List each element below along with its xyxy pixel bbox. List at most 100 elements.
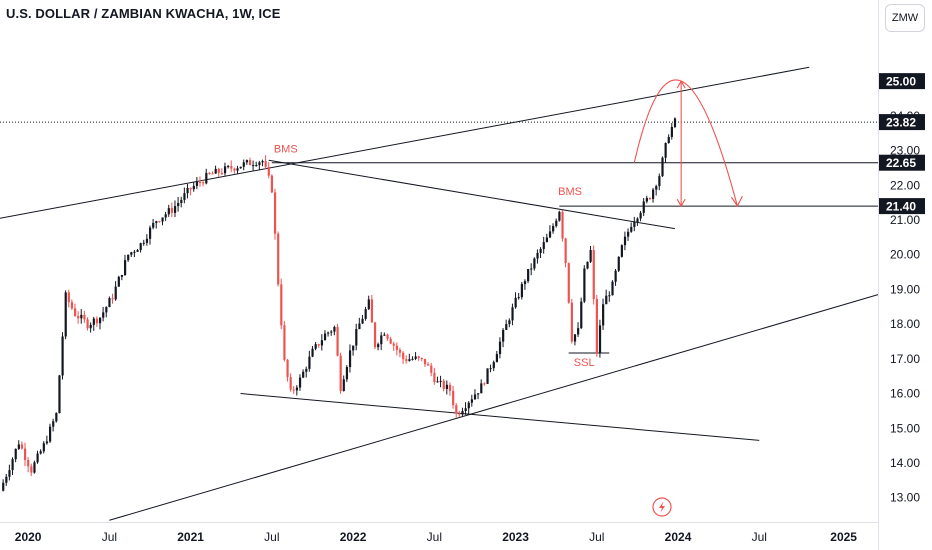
annotation-bms: BMS [558, 186, 582, 198]
candle [573, 333, 577, 346]
candle [486, 368, 489, 384]
candle [498, 337, 502, 359]
candle [630, 222, 633, 233]
candle [308, 350, 311, 372]
candle [342, 375, 345, 392]
candle [605, 289, 608, 305]
candle [242, 159, 245, 171]
candle [283, 320, 286, 362]
candle [452, 385, 455, 409]
x-tick-label: Jul [427, 530, 442, 544]
candle [511, 303, 514, 326]
candle [33, 460, 36, 474]
svg-text:25.00: 25.00 [886, 75, 916, 89]
candle [186, 183, 189, 199]
candle [42, 441, 45, 454]
candle [317, 343, 320, 348]
y-tick-label: 21.00 [890, 213, 920, 227]
candle [377, 342, 380, 351]
candle [95, 316, 99, 327]
candle [458, 410, 461, 417]
candle [264, 155, 267, 170]
candle [145, 234, 149, 246]
candle [411, 356, 414, 361]
candle [298, 374, 302, 391]
candle [48, 423, 52, 443]
candle [673, 117, 677, 129]
candle [652, 187, 655, 203]
annotations: BMS BMS SSL [274, 79, 743, 517]
candle [36, 450, 39, 464]
candle [323, 330, 327, 341]
candle [402, 351, 405, 365]
candle [314, 342, 317, 351]
candle [11, 457, 14, 475]
candle [155, 220, 158, 229]
candle [52, 418, 55, 432]
candle [83, 310, 86, 323]
price-axis[interactable]: 13.00 14.00 15.00 16.00 17.00 18.00 19.00 20.00… [878, 0, 921, 550]
candle [92, 316, 95, 331]
svg-text:21.40: 21.40 [886, 200, 916, 214]
trendline [240, 393, 760, 441]
x-tick-label: Jul [752, 530, 767, 544]
candle [414, 352, 417, 361]
candle [527, 269, 530, 284]
candle [598, 319, 602, 358]
annotation-bms: BMS [274, 143, 298, 155]
candle [386, 333, 389, 341]
candle [161, 217, 164, 226]
candle [589, 245, 592, 264]
candle [227, 164, 230, 169]
candle [442, 378, 445, 392]
candle [292, 386, 295, 394]
candle [517, 292, 520, 300]
candle [523, 279, 527, 290]
candle [461, 407, 464, 416]
candle [58, 374, 61, 414]
candle [664, 142, 667, 163]
price-label: 25.00 [879, 73, 925, 90]
candle [639, 210, 642, 222]
candle [123, 254, 127, 276]
candle [223, 162, 227, 176]
y-tick-label: 23.00 [890, 144, 920, 158]
y-tick-label: 16.00 [890, 387, 920, 401]
candle [45, 435, 49, 445]
flash-icon[interactable] [652, 497, 672, 517]
candle [627, 228, 630, 241]
candle [98, 317, 102, 330]
candle [445, 380, 449, 395]
candle [539, 247, 542, 258]
candle [208, 171, 211, 175]
candle [105, 306, 108, 318]
candle [623, 231, 627, 251]
x-tick-label: 2023 [502, 530, 529, 544]
candle [333, 325, 336, 336]
candle [130, 251, 133, 257]
candle [564, 237, 567, 268]
candle [645, 195, 648, 204]
candle [5, 474, 8, 486]
candle [448, 382, 452, 396]
candle [348, 344, 352, 373]
candle [133, 249, 136, 258]
price-labels: 25.00 23.82 22.65 21.40 [879, 73, 925, 215]
candle [642, 197, 645, 217]
candle [617, 256, 620, 273]
candle [464, 402, 467, 415]
candle [330, 330, 333, 336]
candle [192, 181, 195, 192]
candle [392, 341, 395, 351]
candle [508, 318, 511, 328]
candle [8, 464, 11, 481]
candle [289, 373, 292, 392]
candle [173, 200, 177, 218]
candle [64, 290, 67, 340]
time-axis[interactable]: 2020 Jul 2021 Jul 2022 Jul 2023 Jul 2024 Jul 2025 [0, 522, 878, 545]
currency-button[interactable]: ZMW [885, 4, 925, 32]
candle [608, 291, 611, 302]
candle [180, 196, 183, 208]
candle [270, 174, 274, 194]
